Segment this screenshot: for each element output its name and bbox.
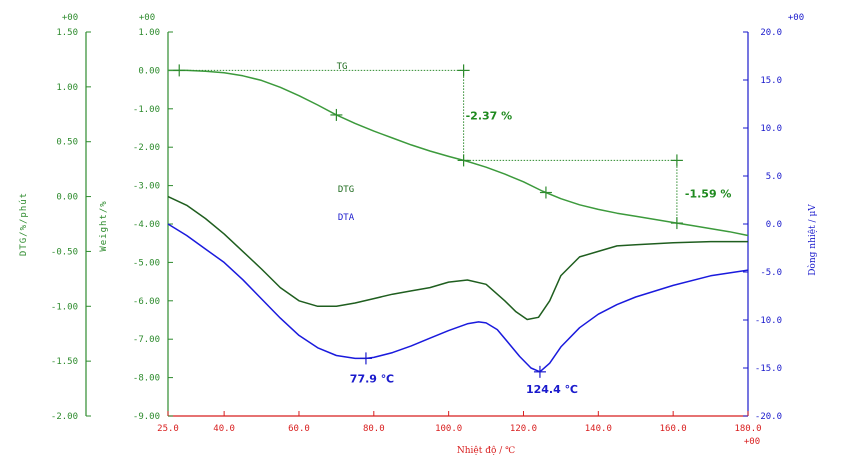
tg-step-annotation-1: -2.37 % bbox=[466, 109, 513, 122]
weight-tick-label: -7.00 bbox=[133, 335, 160, 345]
weight-tick-label: -4.00 bbox=[133, 220, 160, 230]
series-line-dtg bbox=[167, 195, 748, 321]
x-tick-label: 120.0 bbox=[510, 424, 537, 434]
dta-peak-annotation-1: 77.9 ℃ bbox=[350, 372, 394, 385]
x-tick-label: 25.0 bbox=[157, 424, 179, 434]
series-label-tg: TG bbox=[337, 62, 348, 72]
weight-tick-label: -8.00 bbox=[133, 374, 160, 384]
dta-axis-multiplier: +00 bbox=[788, 13, 804, 23]
weight-tick-label: -9.00 bbox=[133, 412, 160, 422]
dtg-tick-label: 1.50 bbox=[56, 28, 78, 38]
dta-axis-title: Dòng nhiệt / μV bbox=[807, 204, 818, 276]
dta-peak-annotation-2: 124.4 ℃ bbox=[526, 383, 578, 396]
dtg-tick-label: -0.50 bbox=[51, 247, 78, 257]
dta-tick-label: -5.0 bbox=[760, 268, 782, 278]
series-line-tg bbox=[168, 69, 749, 237]
weight-tick-label: -5.00 bbox=[133, 258, 160, 268]
weight-axis-title: Weight/% bbox=[99, 200, 109, 251]
series-label-dtg: DTG bbox=[338, 185, 354, 195]
x-tick-label: 160.0 bbox=[660, 424, 687, 434]
weight-tick-label: -6.00 bbox=[133, 297, 160, 307]
dta-tick-label: -20.0 bbox=[755, 412, 782, 422]
weight-tick-label: -1.00 bbox=[133, 105, 160, 115]
x-tick-label: 100.0 bbox=[435, 424, 462, 434]
tg-step-annotation-2: -1.59 % bbox=[685, 188, 732, 201]
dtg-tick-label: -1.00 bbox=[51, 302, 78, 312]
dta-tick-label: 20.0 bbox=[760, 28, 782, 38]
dtg-tick-label: 0.00 bbox=[56, 193, 78, 203]
x-tick-label: 180.0 bbox=[734, 424, 761, 434]
dtg-axis-multiplier: +00 bbox=[62, 13, 78, 23]
dtg-tick-label: -1.50 bbox=[51, 357, 78, 367]
x-tick-label: 60.0 bbox=[288, 424, 310, 434]
x-axis-multiplier: +00 bbox=[744, 437, 760, 447]
dta-tick-label: 10.0 bbox=[760, 124, 782, 134]
x-tick-label: 80.0 bbox=[363, 424, 385, 434]
series-label-dta: DTA bbox=[338, 213, 355, 223]
weight-tick-label: -2.00 bbox=[133, 143, 160, 153]
dta-tick-label: 5.0 bbox=[766, 172, 782, 182]
weight-tick-label: 1.00 bbox=[138, 28, 160, 38]
dta-tick-label: -10.0 bbox=[755, 316, 782, 326]
dtg-tick-label: 1.00 bbox=[56, 83, 78, 93]
dtg-tick-label: 0.50 bbox=[56, 138, 78, 148]
dta-tick-label: -15.0 bbox=[755, 364, 782, 374]
weight-axis-multiplier: +00 bbox=[139, 13, 155, 23]
dta-tick-label: 15.0 bbox=[760, 76, 782, 86]
weight-tick-label: -3.00 bbox=[133, 182, 160, 192]
dta-tick-label: 0.0 bbox=[766, 220, 782, 230]
dtg-axis-title: DTG/%/phút bbox=[19, 192, 29, 256]
dtg-tick-label: -2.00 bbox=[51, 412, 78, 422]
x-axis-title: Nhiệt độ / ℃ bbox=[457, 445, 515, 456]
series-line-dta bbox=[167, 223, 749, 373]
weight-tick-label: 0.00 bbox=[138, 66, 160, 76]
x-tick-label: 140.0 bbox=[585, 424, 612, 434]
x-tick-label: 40.0 bbox=[213, 424, 235, 434]
